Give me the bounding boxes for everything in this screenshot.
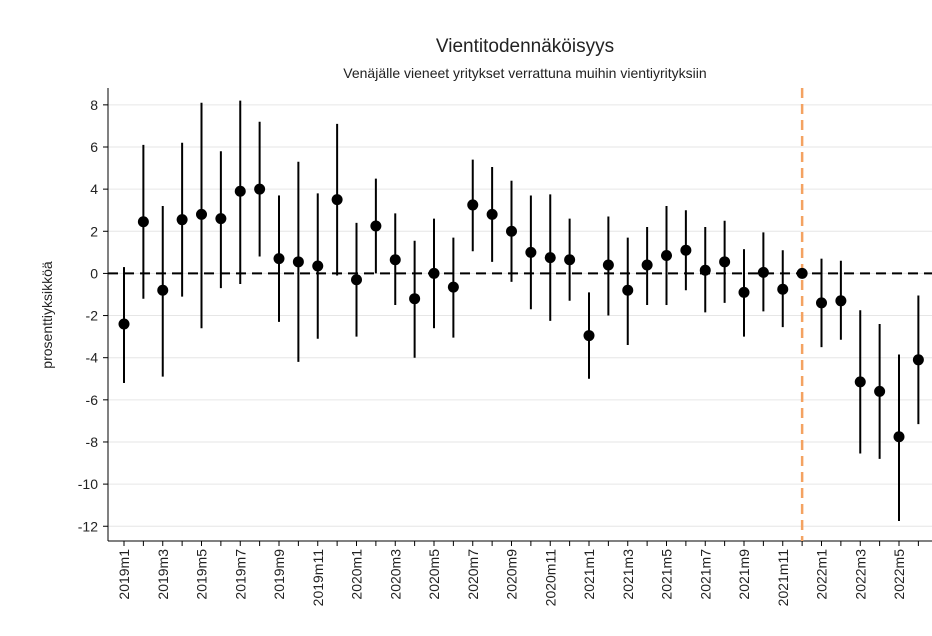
x-tick-label: 2019m3 [155, 549, 171, 600]
x-tick-label: 2021m3 [620, 549, 636, 600]
point [622, 284, 634, 296]
y-tick-label: 6 [90, 139, 98, 155]
x-tick-label: 2020m7 [465, 549, 481, 600]
point [137, 216, 149, 228]
x-tick-label: 2021m11 [775, 549, 791, 607]
point [389, 254, 401, 266]
point [234, 185, 246, 197]
y-tick-label: 4 [90, 181, 98, 197]
point [816, 297, 827, 309]
point [796, 267, 808, 279]
point [583, 330, 595, 342]
x-tick-label: 2022m3 [852, 549, 868, 600]
point [409, 293, 421, 305]
y-tick-label: -8 [86, 434, 99, 450]
point [370, 220, 382, 232]
point [854, 376, 866, 388]
point [893, 431, 905, 443]
point [118, 318, 130, 330]
point [602, 259, 614, 271]
point [738, 286, 750, 298]
x-tick-label: 2022m5 [891, 549, 907, 600]
point [661, 250, 672, 262]
x-tick-label: 2020m1 [349, 549, 365, 600]
point [331, 194, 343, 206]
x-tick-label: 2021m9 [736, 549, 752, 600]
y-tick-label: 0 [90, 265, 98, 281]
point [874, 385, 886, 397]
chart-subtitle: Venäjälle vieneet yritykset verrattuna m… [343, 65, 706, 81]
point [176, 214, 188, 226]
y-tick-label: 8 [90, 97, 98, 113]
y-tick-label: -2 [86, 308, 99, 324]
point [544, 252, 556, 264]
point [699, 264, 711, 276]
x-tick-label: 2022m1 [814, 549, 830, 600]
x-tick-label: 2020m3 [387, 549, 403, 600]
point [312, 260, 324, 272]
point [447, 281, 459, 293]
x-tick-label: 2021m1 [581, 549, 597, 600]
point [564, 254, 576, 266]
point [292, 256, 304, 268]
point [912, 354, 924, 366]
y-tick-label: -12 [78, 518, 98, 534]
y-tick-label: 2 [90, 223, 98, 239]
point [641, 259, 653, 271]
point [196, 208, 207, 220]
y-tick-label: -4 [86, 350, 99, 366]
x-tick-label: 2020m9 [504, 549, 520, 600]
x-tick-label: 2019m7 [232, 549, 248, 600]
point [351, 274, 362, 286]
point [215, 213, 227, 225]
point [757, 266, 769, 278]
point [719, 256, 731, 268]
point [835, 295, 847, 307]
point [273, 253, 285, 265]
x-tick-label: 2019m9 [271, 549, 287, 600]
y-tick-label: -6 [86, 392, 99, 408]
x-tick-label: 2021m5 [659, 549, 675, 600]
point [428, 267, 440, 279]
point [506, 225, 517, 237]
point [525, 246, 537, 258]
y-axis-label: prosenttiyksikköä [39, 261, 55, 369]
x-tick-label: 2019m1 [116, 549, 132, 600]
point [467, 199, 479, 211]
point [486, 208, 498, 220]
point [254, 183, 266, 195]
x-tick-label: 2019m11 [310, 549, 326, 607]
x-tick-label: 2021m7 [697, 549, 713, 600]
x-tick-label: 2020m11 [542, 549, 558, 607]
chart-title: Vientitodennäköisyys [436, 36, 614, 57]
x-tick-label: 2020m5 [426, 549, 442, 600]
point [157, 284, 169, 296]
point [680, 244, 692, 256]
y-tick-label: -10 [78, 476, 98, 492]
point [777, 283, 789, 295]
x-tick-label: 2019m5 [194, 549, 210, 600]
